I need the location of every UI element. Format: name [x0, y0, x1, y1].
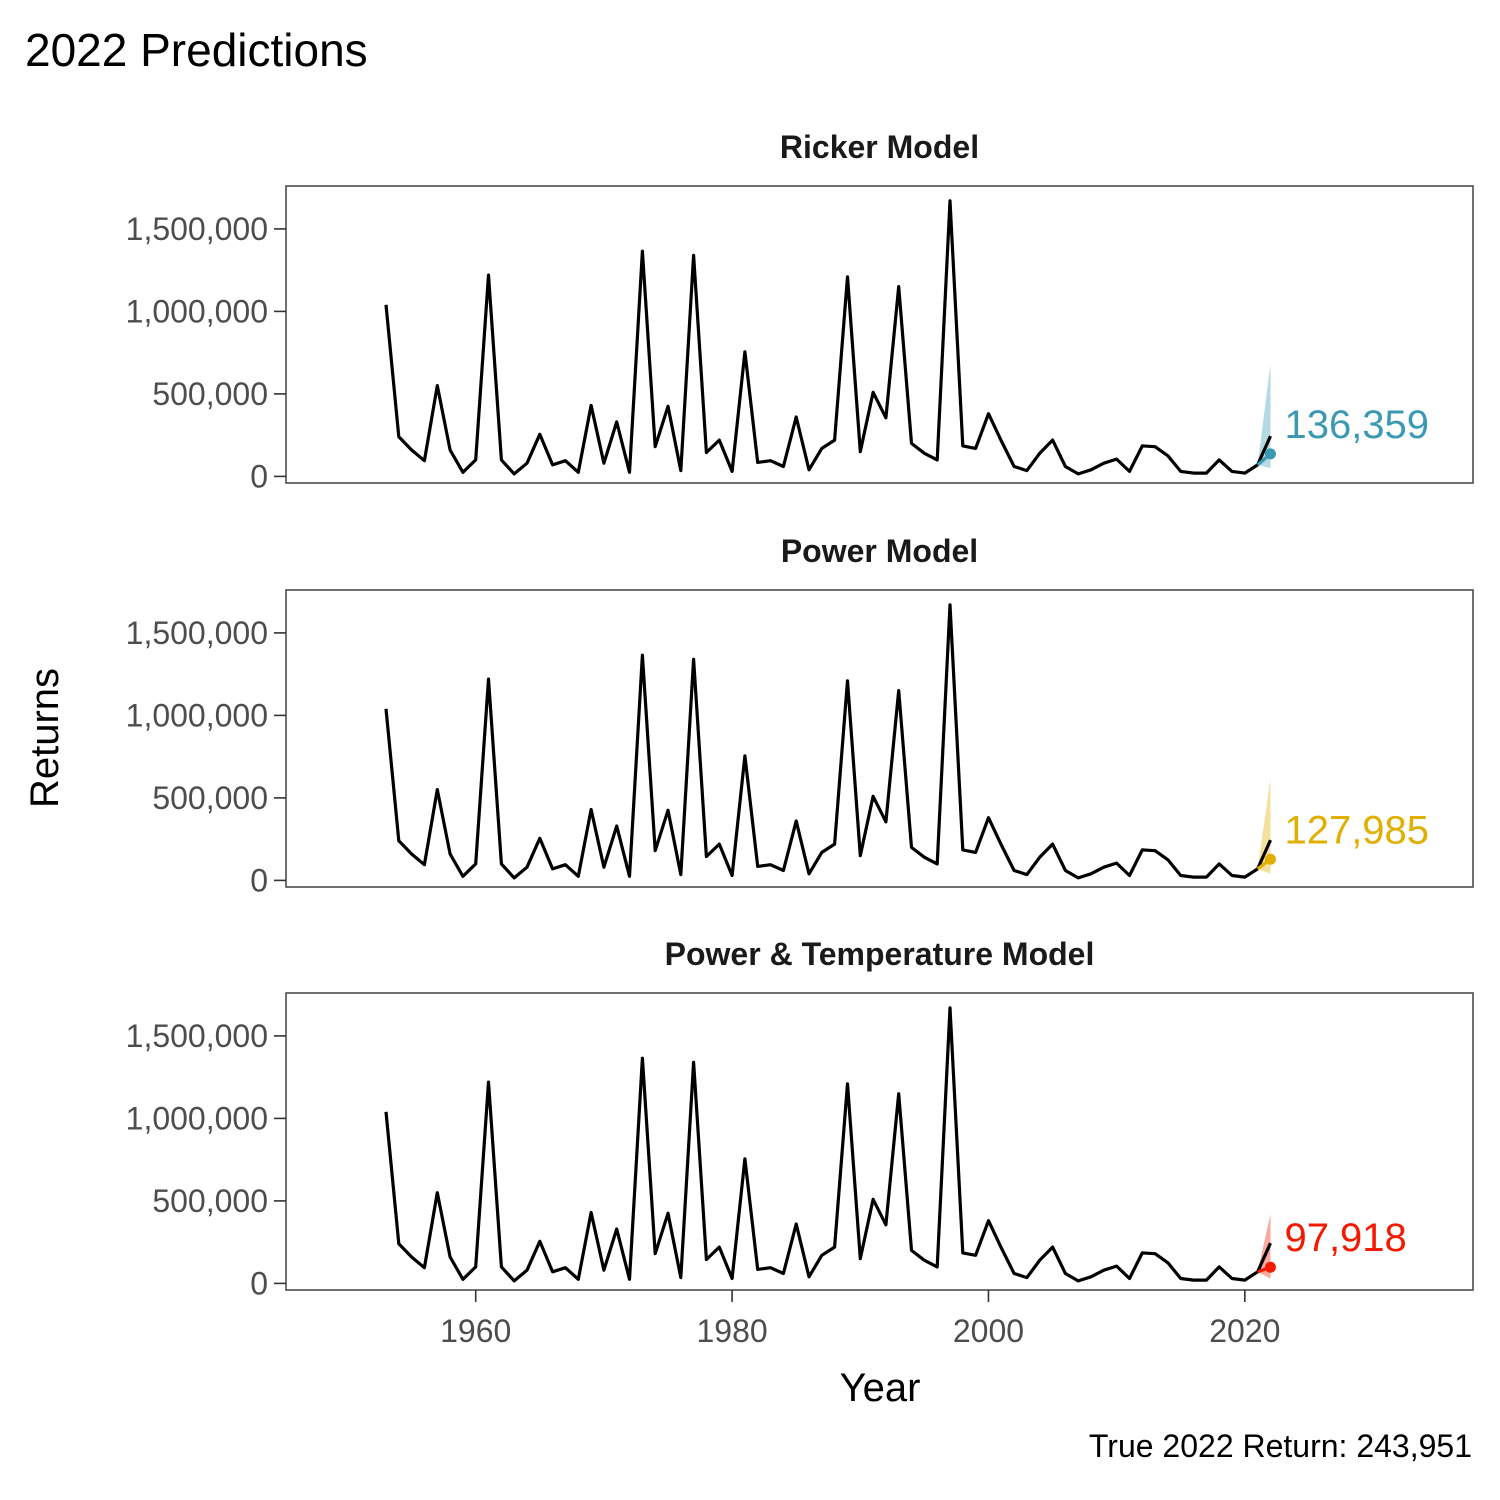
- panel-2: Power Model 0 500,000 1,000,000 1,500,000 127…: [126, 533, 1474, 898]
- x-axis-title: Year: [840, 1366, 921, 1410]
- y-tick-label: 1,500,000: [126, 615, 268, 651]
- y-tick-label: 0: [250, 862, 268, 898]
- returns-line: [384, 199, 1272, 476]
- caption: True 2022 Return: 243,951: [1089, 1428, 1472, 1464]
- panel-border: [285, 589, 1474, 888]
- x-tick-label: 1980: [696, 1313, 767, 1349]
- y-tick-label: 1,000,000: [126, 697, 268, 733]
- panel-title: Power & Temperature Model: [665, 936, 1095, 972]
- panel-3: Power & Temperature Model 0 500,000 1,000,0…: [126, 936, 1474, 1349]
- panel-title: Ricker Model: [780, 129, 979, 165]
- prediction-label: 127,985: [1284, 808, 1429, 852]
- returns-line: [384, 603, 1272, 880]
- panel-border: [285, 992, 1474, 1291]
- prediction-label: 136,359: [1284, 403, 1429, 447]
- y-tick-label: 1,500,000: [126, 1018, 268, 1054]
- y-tick-label: 0: [250, 458, 268, 494]
- y-tick-label: 500,000: [152, 780, 268, 816]
- prediction-label: 97,918: [1284, 1216, 1406, 1260]
- x-tick-label: 2020: [1209, 1313, 1280, 1349]
- panel-1: Ricker Model 0 500,000 1,000,000 1,500,000 13…: [126, 129, 1474, 494]
- y-tick-label: 500,000: [152, 1183, 268, 1219]
- y-tick-label: 1,000,000: [126, 293, 268, 329]
- panels: Ricker Model 0 500,000 1,000,000 1,500,000 13…: [126, 129, 1474, 1349]
- x-tick-label: 2000: [953, 1313, 1024, 1349]
- y-tick-label: 1,500,000: [126, 211, 268, 247]
- y-tick-label: 500,000: [152, 376, 268, 412]
- y-tick-label: 0: [250, 1265, 268, 1301]
- returns-line: [384, 1006, 1272, 1283]
- panel-border: [285, 185, 1474, 484]
- panel-title: Power Model: [781, 533, 978, 569]
- y-axis-title: Returns: [23, 668, 67, 808]
- x-tick-label: 1960: [440, 1313, 511, 1349]
- prediction-point: [1264, 448, 1276, 460]
- prediction-point: [1264, 1261, 1276, 1273]
- figure-title: 2022 Predictions: [25, 24, 368, 76]
- y-tick-label: 1,000,000: [126, 1100, 268, 1136]
- prediction-point: [1264, 853, 1276, 865]
